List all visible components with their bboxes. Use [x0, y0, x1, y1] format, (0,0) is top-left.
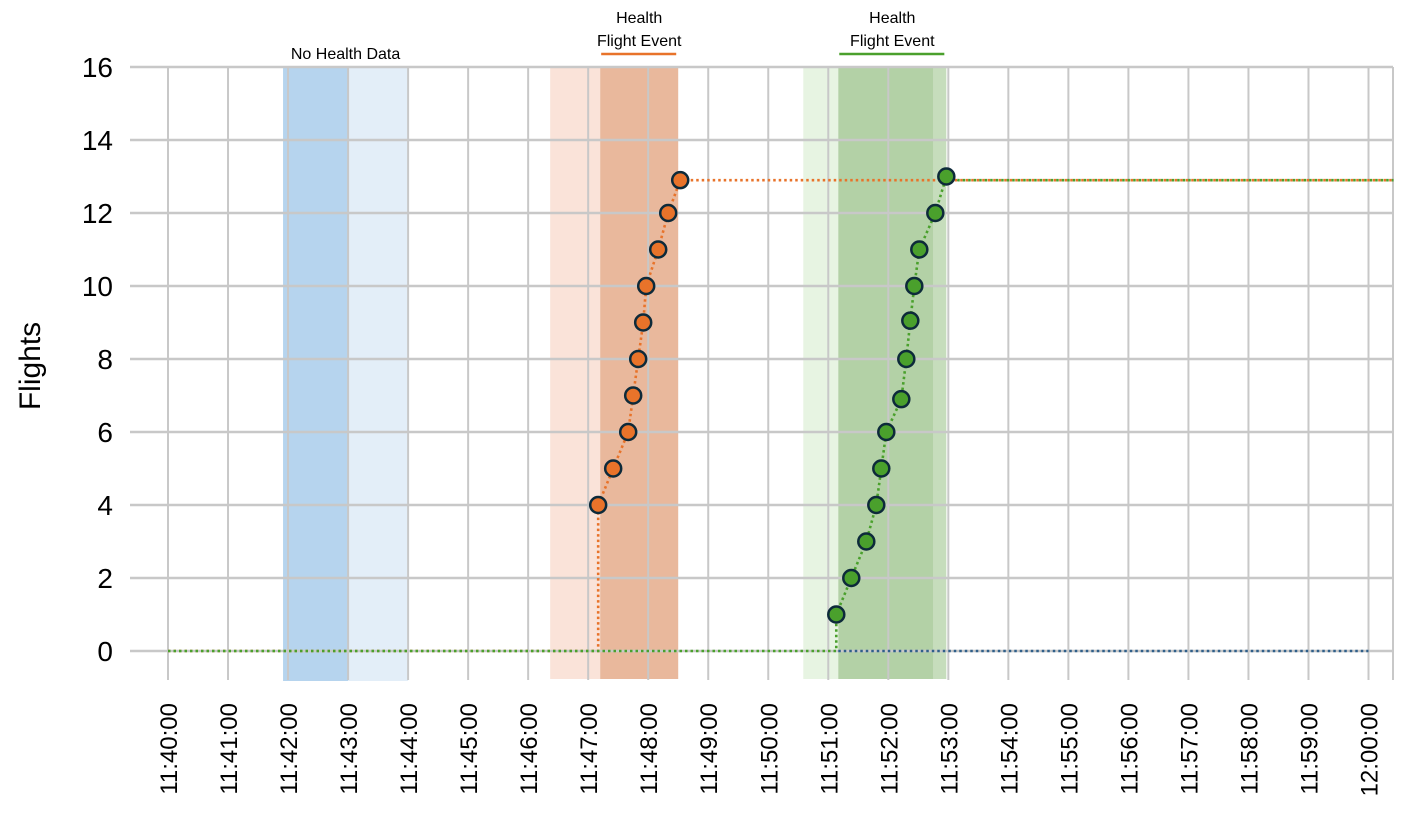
band-annotations: No Health Data Health Flight Event Health Fl… — [291, 10, 945, 63]
x-tick-label: 11:45:00 — [456, 703, 483, 795]
annotation-label: Health — [869, 10, 915, 27]
x-tick-label: 11:55:00 — [1056, 703, 1083, 795]
data-point-green — [867, 495, 886, 515]
series-markers — [588, 167, 956, 624]
x-tick-label: 11:49:00 — [696, 703, 723, 795]
x-tick-label: 11:54:00 — [996, 703, 1023, 795]
band-orange-dark — [600, 68, 679, 679]
data-point-green — [827, 605, 846, 624]
data-point-green — [892, 389, 911, 409]
y-tick-label: 14 — [82, 125, 113, 156]
x-tick-labels: 11:40:00 11:41:00 11:42:00 11:43:00 11:44:00… — [156, 703, 1384, 796]
x-tick-label: 11:50:00 — [756, 703, 783, 795]
annotation-label: Flight Event — [597, 33, 682, 50]
data-point-orange — [603, 459, 623, 478]
annotation-label: No Health Data — [291, 46, 400, 63]
data-point-orange — [633, 313, 653, 332]
y-tick-label: 4 — [97, 490, 113, 521]
x-tick-label: 11:51:00 — [816, 703, 843, 795]
x-tick-label: 11:53:00 — [936, 703, 963, 795]
y-tick-label: 10 — [82, 271, 113, 302]
band-green-light — [803, 68, 839, 679]
x-tick-label: 11:47:00 — [576, 703, 603, 795]
x-tick-label: 11:59:00 — [1296, 703, 1323, 795]
data-point-green — [926, 203, 945, 223]
data-point-green — [857, 532, 876, 551]
x-tick-label: 11:58:00 — [1236, 703, 1263, 795]
data-point-green — [901, 311, 920, 330]
data-point-green — [937, 167, 956, 186]
data-point-orange — [670, 170, 690, 190]
data-point-orange — [636, 276, 656, 296]
data-point-green — [910, 240, 929, 259]
data-point-green — [872, 459, 891, 478]
y-tick-label: 6 — [97, 417, 113, 448]
x-tick-label: 11:52:00 — [876, 703, 903, 795]
y-tick-label: 12 — [82, 198, 113, 229]
x-tick-label: 11:57:00 — [1176, 703, 1203, 795]
x-tick-label: 11:46:00 — [516, 703, 543, 795]
y-tick-labels: 0 2 4 6 8 10 12 14 16 — [82, 52, 113, 667]
x-tick-label: 11:42:00 — [276, 703, 303, 795]
y-axis-label: Flights — [14, 322, 47, 410]
band-green-mid — [933, 68, 947, 679]
data-point-orange — [658, 203, 678, 223]
y-tick-label: 0 — [97, 636, 113, 667]
band-green-dark — [838, 68, 934, 679]
data-point-orange — [648, 240, 668, 259]
x-tick-label: 11:44:00 — [396, 703, 423, 795]
x-tick-label: 11:40:00 — [156, 703, 183, 795]
grid-lines — [130, 65, 1394, 680]
band-blue-light — [348, 68, 409, 681]
annotation-label: Flight Event — [850, 33, 935, 50]
x-tick-label: 11:43:00 — [336, 703, 363, 795]
data-point-green — [842, 568, 861, 588]
y-tick-label: 2 — [97, 563, 113, 594]
data-point-green — [877, 422, 896, 442]
data-point-orange — [623, 386, 643, 405]
data-point-orange — [628, 349, 648, 369]
y-tick-label: 16 — [82, 52, 113, 83]
x-tick-label: 11:56:00 — [1116, 703, 1143, 795]
data-point-green — [905, 276, 924, 296]
band-orange-light — [550, 68, 601, 679]
x-tick-label: 11:48:00 — [636, 703, 663, 795]
data-point-green — [897, 349, 916, 369]
band-blue-dark — [283, 68, 349, 681]
x-tick-label: 12:00:00 — [1357, 703, 1384, 796]
y-tick-label: 8 — [97, 344, 113, 375]
annotation-label: Health — [616, 10, 662, 27]
data-point-orange — [618, 422, 638, 442]
data-point-orange — [588, 495, 608, 515]
x-tick-label: 11:41:00 — [216, 703, 243, 795]
